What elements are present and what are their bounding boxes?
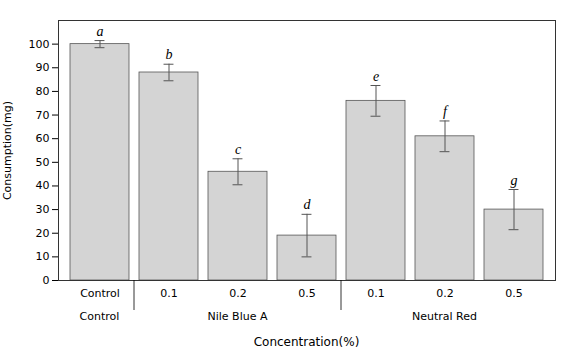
svg-text:40: 40	[36, 179, 50, 192]
svg-text:Control: Control	[80, 287, 120, 300]
svg-text:70: 70	[36, 109, 50, 122]
svg-text:50: 50	[36, 156, 50, 169]
svg-text:10: 10	[36, 250, 50, 263]
svg-text:Neutral Red: Neutral Red	[412, 310, 477, 323]
svg-text:c: c	[235, 142, 242, 157]
svg-text:0.5: 0.5	[505, 287, 523, 300]
svg-text:d: d	[304, 197, 312, 212]
svg-text:60: 60	[36, 132, 50, 145]
svg-text:a: a	[97, 24, 104, 39]
svg-text:g: g	[511, 173, 518, 188]
svg-text:80: 80	[36, 85, 50, 98]
svg-text:Concentration(%): Concentration(%)	[254, 335, 360, 349]
svg-text:Control: Control	[80, 310, 120, 323]
svg-text:0.2: 0.2	[436, 287, 454, 300]
svg-text:0: 0	[43, 274, 50, 287]
svg-text:0.1: 0.1	[160, 287, 178, 300]
svg-text:0.1: 0.1	[367, 287, 385, 300]
svg-text:20: 20	[36, 227, 50, 240]
svg-text:0.5: 0.5	[298, 287, 316, 300]
svg-text:90: 90	[36, 61, 50, 74]
svg-text:Consumption(mg): Consumption(mg)	[1, 101, 14, 200]
svg-text:e: e	[373, 69, 379, 84]
svg-text:100: 100	[29, 38, 50, 51]
svg-text:30: 30	[36, 203, 50, 216]
svg-text:f: f	[443, 104, 449, 119]
svg-text:b: b	[166, 47, 173, 62]
svg-text:Nile Blue A: Nile Blue A	[208, 310, 268, 323]
svg-text:0.2: 0.2	[229, 287, 247, 300]
